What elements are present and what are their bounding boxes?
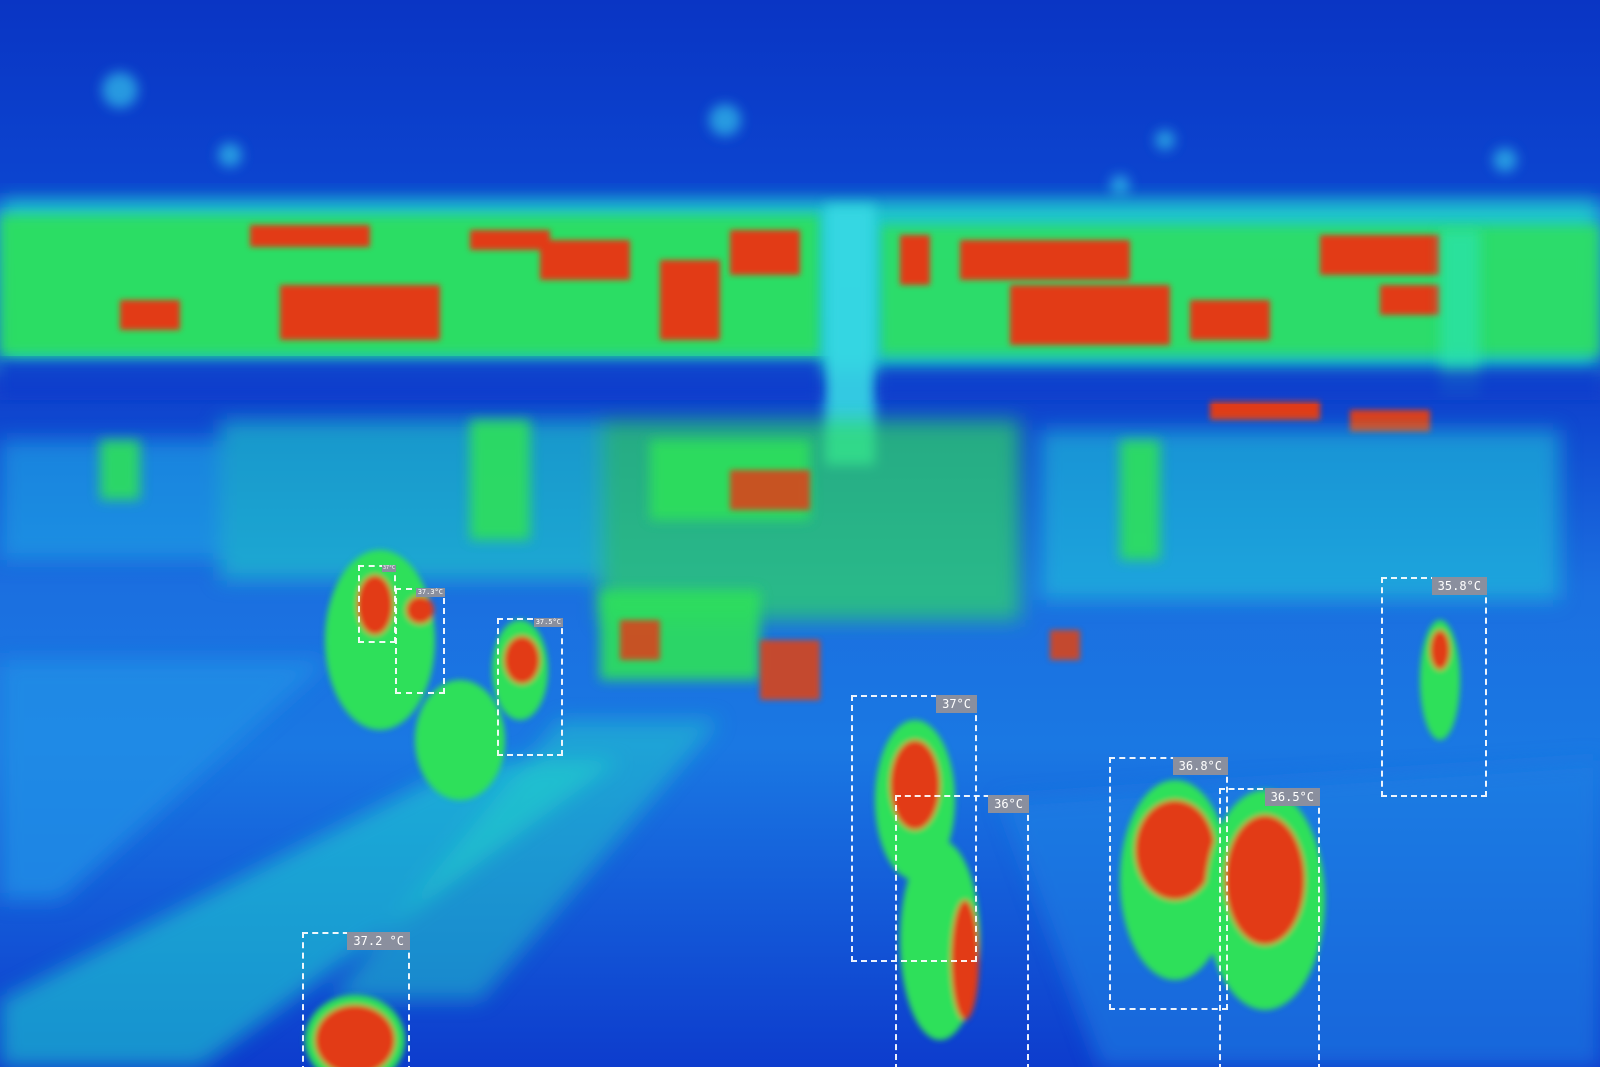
detection-box: 36.5°C [1219,788,1320,1067]
temperature-label: 37°C [381,565,396,572]
temperature-label: 37.5°C [533,618,563,627]
detection-box: 35.8°C [1381,577,1487,797]
detection-box: 36.8°C [1109,757,1228,1010]
detection-box: 37.2 °C [302,932,410,1067]
temperature-label: 35.8°C [1431,577,1487,595]
detection-box: 36°C [895,795,1029,1067]
temperature-label: 36.5°C [1264,788,1320,806]
detection-box: 37.3°C [395,588,445,694]
temperature-label: 37.3°C [415,588,445,597]
detection-box: 37.5°C [497,618,563,756]
detection-box: 37°C [358,565,396,643]
temperature-label: 36.8°C [1172,757,1228,775]
temperature-label: 37.2 °C [347,932,410,950]
temperature-label: 37°C [936,695,977,713]
temperature-label: 36°C [988,795,1029,813]
detection-box: 37°C [851,695,977,962]
